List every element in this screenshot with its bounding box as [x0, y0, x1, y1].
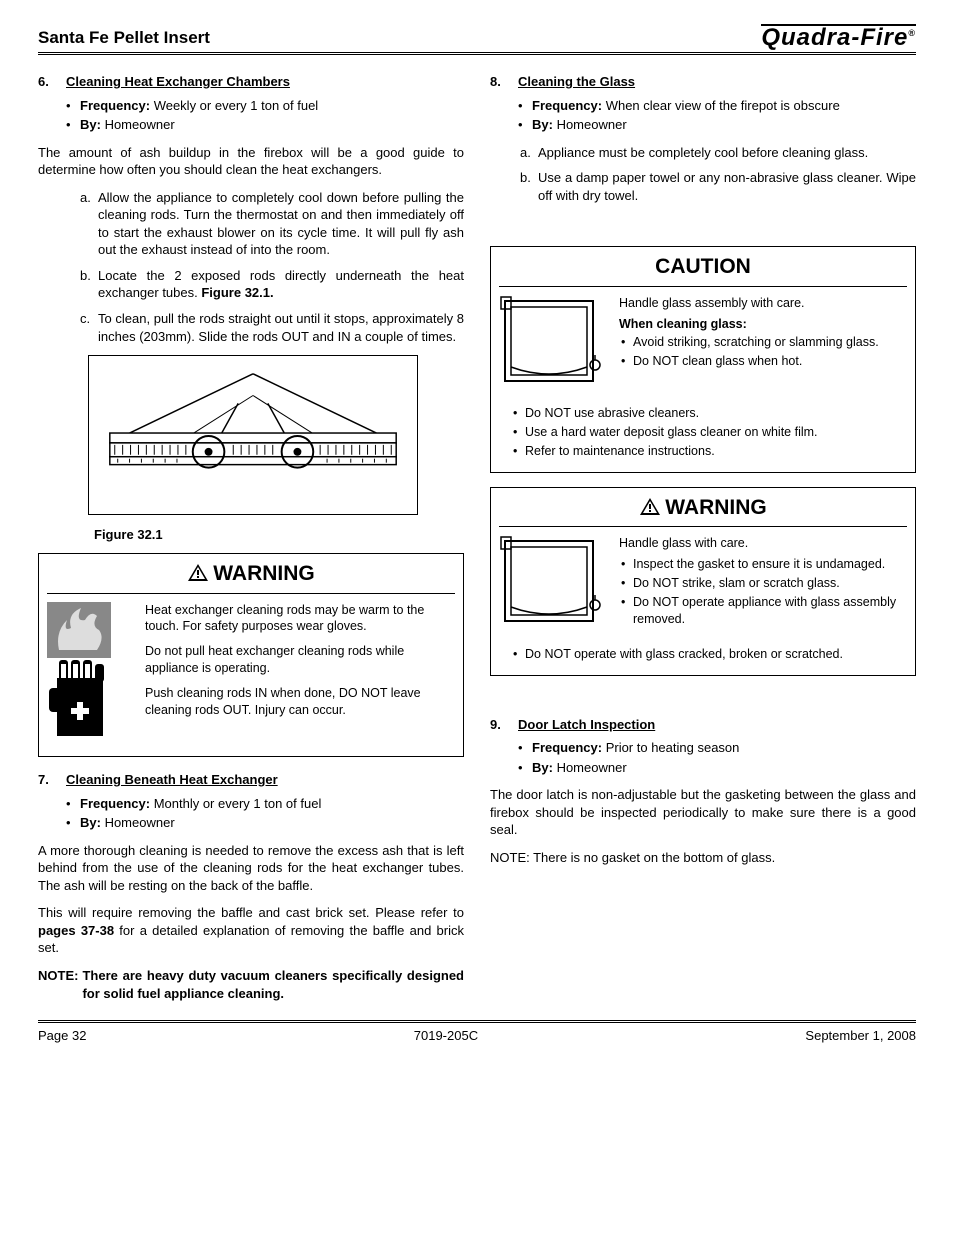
warning-box-glass: WARNING Handle glass with care.	[490, 487, 916, 676]
section-6-meta: Frequency: Weekly or every 1 ton of fuel…	[38, 97, 464, 134]
page-header: Santa Fe Pellet Insert Quadra-Fire®	[38, 24, 916, 55]
right-column: 8. Cleaning the Glass Frequency: When cl…	[490, 65, 916, 1002]
warning-box-rods: WARNING	[38, 553, 464, 757]
brand-logo: Quadra-Fire®	[761, 24, 916, 50]
caution-box-glass: CAUTION Handle glass assembly with care.…	[490, 246, 916, 473]
section-7-p2: This will require removing the baffle an…	[38, 904, 464, 957]
section-9-note: NOTE: There is no gasket on the bottom o…	[490, 849, 916, 867]
section-9-p1: The door latch is non-adjustable but the…	[490, 786, 916, 839]
section-9-meta: Frequency: Prior to heating season By: H…	[490, 739, 916, 776]
doc-number: 7019-205C	[414, 1027, 478, 1045]
section-8-meta: Frequency: When clear view of the firepo…	[490, 97, 916, 134]
heat-exchanger-diagram	[88, 355, 418, 515]
section-7-meta: Frequency: Monthly or every 1 ton of fue…	[38, 795, 464, 832]
doc-date: September 1, 2008	[805, 1027, 916, 1045]
product-title: Santa Fe Pellet Insert	[38, 27, 210, 50]
section-7-heading: 7. Cleaning Beneath Heat Exchanger	[38, 771, 464, 789]
burn-hazard-icon	[47, 602, 135, 747]
section-6-intro: The amount of ash buildup in the firebox…	[38, 144, 464, 179]
section-8-steps: a.Appliance must be completely cool befo…	[490, 144, 916, 205]
warning-triangle-icon	[187, 563, 209, 582]
glass-door-icon	[499, 295, 609, 400]
section-7-p1: A more thorough cleaning is needed to re…	[38, 842, 464, 895]
left-column: 6. Cleaning Heat Exchanger Chambers Freq…	[38, 65, 464, 1002]
page-footer: Page 32 7019-205C September 1, 2008	[38, 1020, 916, 1045]
page-number: Page 32	[38, 1027, 86, 1045]
warning-triangle-icon	[639, 497, 661, 516]
section-9-heading: 9. Door Latch Inspection	[490, 716, 916, 734]
section-8-heading: 8. Cleaning the Glass	[490, 73, 916, 91]
glass-door-icon	[499, 535, 609, 640]
section-6-steps: a.Allow the appliance to completely cool…	[38, 189, 464, 345]
figure-caption: Figure 32.1	[94, 526, 464, 544]
figure-32-1	[88, 355, 464, 520]
section-7-note: NOTE: There are heavy duty vacuum cleane…	[38, 967, 464, 1002]
section-6-heading: 6. Cleaning Heat Exchanger Chambers	[38, 73, 464, 91]
